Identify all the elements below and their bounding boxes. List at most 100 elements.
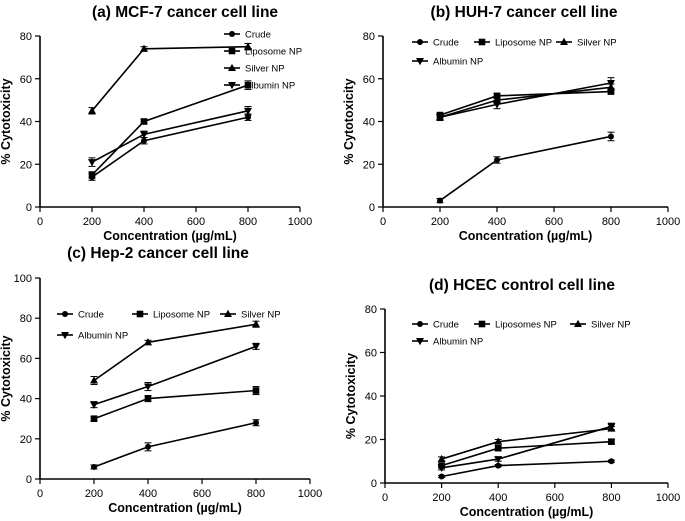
data-point — [495, 462, 502, 469]
y-axis-label: % Cytotoxicity — [0, 335, 13, 421]
legend-item: Albumin NP — [412, 57, 483, 68]
data-point — [608, 438, 615, 445]
series-albumin-np — [436, 77, 615, 122]
data-point — [244, 107, 252, 116]
x-tick-label: 1000 — [288, 216, 312, 228]
data-point — [493, 92, 501, 100]
legend: Crude Liposomes NP Silver NP Albumin NP — [412, 320, 631, 348]
y-tick-label: 100 — [14, 273, 32, 285]
x-tick-label: 200 — [85, 488, 103, 500]
legend-item: Crude — [224, 30, 271, 41]
legend-item: Crude — [57, 310, 104, 321]
legend-marker — [224, 309, 232, 317]
legend-marker — [478, 38, 486, 46]
legend-item: Silver NP — [556, 38, 617, 49]
legend-marker — [478, 320, 486, 328]
data-point — [494, 456, 503, 464]
series-line — [439, 135, 612, 202]
legend-label: Silver NP — [245, 64, 285, 75]
legend-marker — [417, 321, 423, 327]
legend-item: Crude — [412, 38, 459, 49]
chart-title: (b) HUH-7 cancer cell line — [431, 4, 618, 21]
legend-marker — [228, 47, 236, 55]
y-tick-label: 20 — [363, 159, 375, 171]
legend-item: Liposome NP — [224, 47, 302, 58]
series-crude — [436, 131, 615, 204]
x-tick-label: 400 — [139, 488, 157, 500]
y-tick-label: 60 — [20, 74, 32, 86]
data-point — [145, 443, 151, 450]
data-point — [437, 454, 446, 463]
legend-item: Silver NP — [224, 64, 285, 75]
x-tick-label: 600 — [546, 492, 564, 504]
legend: Crude Liposome NP Silver NP Albumin NP — [224, 30, 302, 92]
data-point — [493, 95, 501, 104]
legend-item: Silver NP — [570, 320, 631, 331]
x-axis-label: Concentration (µg/mL) — [460, 505, 594, 519]
y-tick-label: 0 — [371, 478, 377, 490]
series-line — [439, 82, 612, 119]
x-tick-label: 800 — [602, 216, 620, 228]
y-tick-label: 60 — [365, 348, 377, 360]
legend-label: Albumin NP — [433, 57, 483, 68]
legend-item: Crude — [412, 320, 459, 331]
legend-label: Crude — [433, 320, 459, 331]
series-line — [91, 116, 249, 178]
series-silver-np — [436, 83, 615, 121]
series-crude — [438, 458, 615, 480]
series-crude — [90, 419, 260, 470]
data-point — [244, 81, 252, 89]
y-tick-label: 80 — [363, 31, 375, 43]
x-tick-label: 800 — [602, 492, 620, 504]
data-point — [91, 463, 97, 470]
legend-label: Crude — [433, 38, 459, 49]
data-point — [144, 383, 152, 391]
x-tick-label: 400 — [135, 216, 153, 228]
x-tick-label: 800 — [239, 216, 257, 228]
legend-marker — [61, 332, 69, 340]
x-tick-label: 200 — [432, 492, 450, 504]
data-point — [140, 131, 148, 139]
legend-marker — [417, 39, 423, 45]
series-albumin-np — [88, 106, 252, 167]
x-tick-label: 200 — [431, 216, 449, 228]
chart-title: (d) HCEC control cell line — [429, 277, 615, 294]
x-tick-label: 400 — [488, 216, 506, 228]
data-point — [252, 343, 260, 351]
x-tick-label: 1000 — [656, 216, 680, 228]
y-tick-label: 20 — [20, 159, 32, 171]
data-point — [141, 137, 147, 144]
data-point — [437, 464, 446, 472]
data-point — [245, 114, 251, 121]
series-liposome-np — [90, 386, 260, 422]
data-point — [437, 197, 443, 204]
data-point — [252, 320, 260, 328]
legend-marker — [416, 58, 424, 66]
data-point — [494, 444, 502, 452]
series-liposome-np — [88, 80, 252, 179]
series-line — [93, 389, 257, 420]
legend-marker — [229, 31, 235, 37]
data-point — [144, 338, 152, 346]
y-tick-label: 0 — [369, 202, 375, 214]
data-point — [252, 387, 260, 394]
legend-label: Liposome NP — [245, 47, 302, 58]
x-tick-label: 200 — [83, 216, 101, 228]
data-point — [244, 42, 252, 50]
x-axis-label: Concentration (µg/mL) — [103, 229, 237, 243]
legend-marker — [228, 63, 236, 71]
x-tick-label: 600 — [193, 488, 211, 500]
data-point — [90, 401, 98, 409]
legend-label: Albumin NP — [245, 81, 295, 92]
legend-marker — [574, 319, 582, 327]
data-point — [88, 106, 96, 114]
x-tick-label: 0 — [382, 492, 388, 504]
data-point — [607, 423, 616, 431]
legend-label: Silver NP — [241, 310, 281, 321]
series-line — [91, 45, 249, 112]
y-tick-label: 40 — [20, 394, 32, 406]
legend: Crude Liposome NP Silver NP Albumin NP — [57, 310, 281, 342]
x-tick-label: 1000 — [298, 488, 322, 500]
